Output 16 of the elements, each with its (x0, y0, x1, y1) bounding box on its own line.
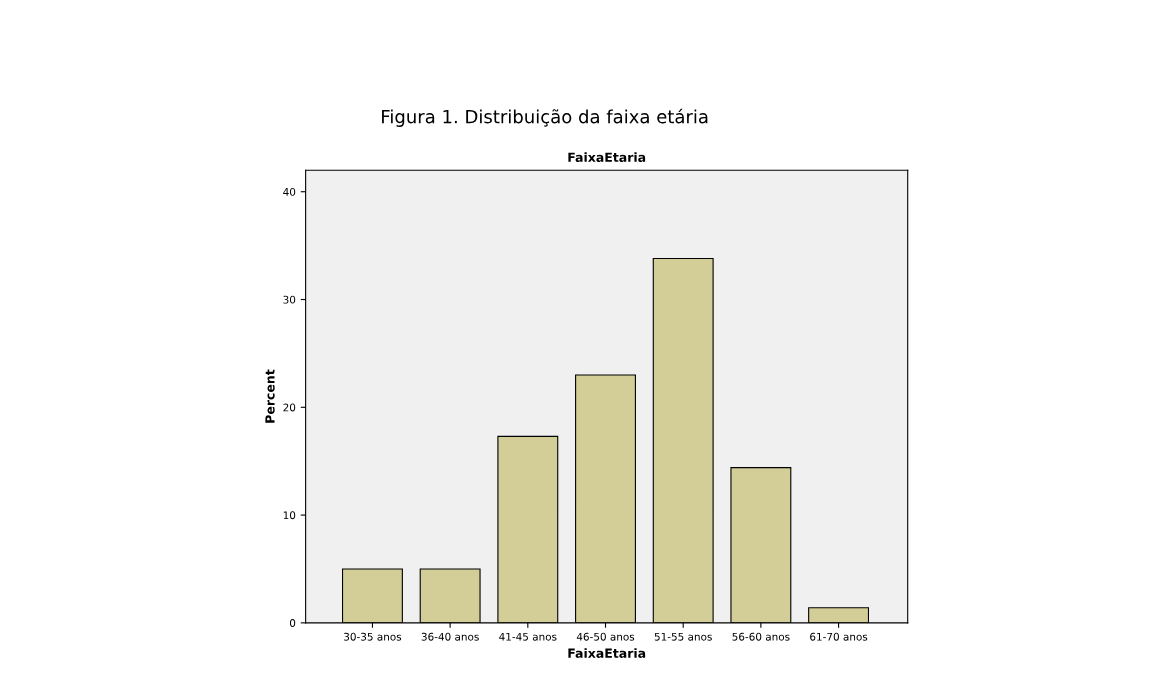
x-tick-label: 61-70 anos (810, 632, 868, 641)
x-tick-label: 46-50 anos (576, 632, 635, 641)
x-tick-label: 56-60 anos (732, 632, 790, 641)
x-tick-label: 41-45 anos (499, 632, 557, 641)
y-axis-title: Percent (265, 369, 275, 423)
x-tick-label: 51-55 anos (654, 632, 712, 641)
chart-title: Figura 1. Distribuição da faixa etária (382, 108, 708, 127)
y-tick-label: 10 (283, 511, 296, 520)
chart-subtitle: FaixaEtaria (568, 152, 646, 163)
x-tick-label: 30-35 anos (344, 632, 402, 641)
y-tick-label: 0 (289, 619, 296, 627)
x-axis-title: FaixaEtaria (568, 648, 646, 658)
y-tick-label: 30 (283, 295, 296, 304)
y-tick-label: 20 (283, 403, 296, 412)
x-tick-label: 36-40 anos (421, 632, 479, 641)
y-tick-label: 40 (283, 187, 296, 196)
